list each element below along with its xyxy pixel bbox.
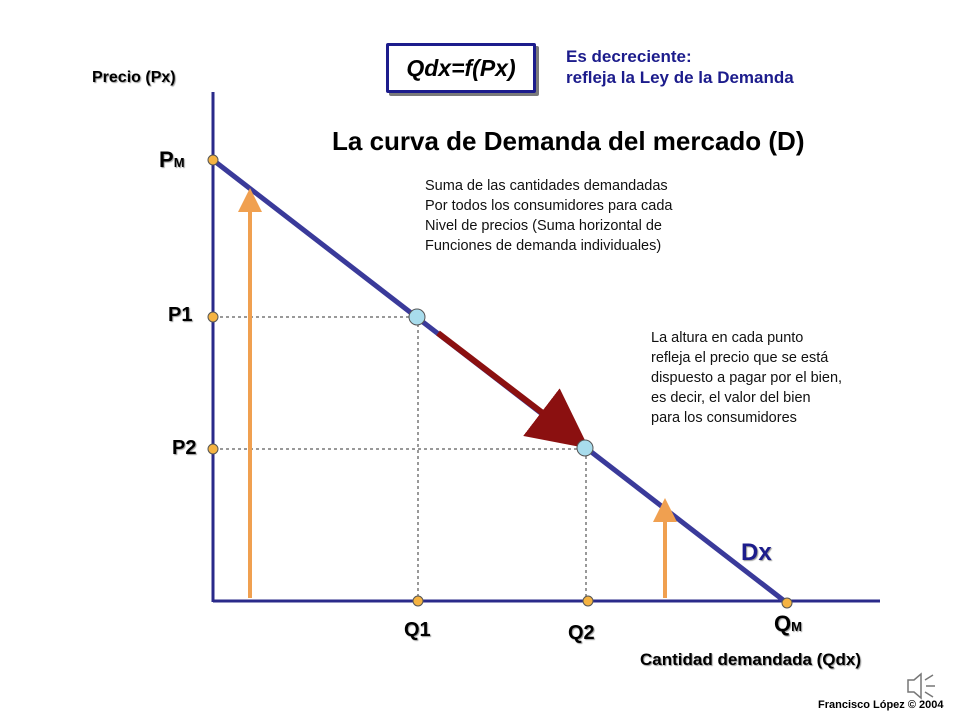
tick-label-q1: Q1 [404, 619, 431, 641]
tick-label-pm-sub: M [173, 155, 185, 170]
tick-label-pm: PM [159, 147, 185, 173]
dot-pm [207, 154, 219, 166]
note-decreasing-line1: Es decreciente: [566, 47, 692, 66]
speaker-icon[interactable] [907, 672, 935, 700]
note-height-line: es decir, el valor del bien [651, 390, 811, 406]
tick-label-qm: QM [774, 611, 802, 637]
curve-point-1 [408, 308, 426, 326]
tick-label-p2: P2 [172, 437, 197, 459]
formula-box: Qdx=f(Px) [386, 43, 536, 93]
note-sum-line: Nivel de precios (Suma horizontal de [425, 218, 662, 234]
tick-label-p1: P1 [168, 304, 193, 326]
curve-point-2 [576, 439, 594, 457]
formula-text: Qdx=f(Px) [406, 54, 516, 81]
movement-arrow [436, 330, 590, 449]
note-height-line: para los consumidores [651, 410, 797, 426]
tick-label-qm-main: Q [774, 611, 792, 636]
note-sum-line: Por todos los consumidores para cada [425, 198, 673, 214]
note-decreasing: Es decreciente: refleja la Ley de la Dem… [566, 46, 794, 88]
note-height-line: dispuesto a pagar por el bien, [651, 370, 843, 386]
dot-q1 [412, 595, 424, 607]
dot-qm [781, 597, 793, 609]
note-decreasing-line2: refleja la Ley de la Demanda [566, 68, 794, 87]
tick-label-q2: Q2 [568, 622, 595, 644]
dot-q2 [582, 595, 594, 607]
note-height: La altura en cada punto refleja el preci… [651, 328, 842, 428]
note-height-line: La altura en cada punto [651, 330, 804, 346]
curve-label-dx: Dx [741, 539, 772, 566]
x-axis-label: Cantidad demandada (Qdx) [640, 650, 862, 669]
note-sum-line: Funciones de demanda individuales) [425, 238, 662, 254]
page-title: La curva de Demanda del mercado (D) [332, 126, 805, 156]
dot-p2 [207, 443, 219, 455]
note-height-line: refleja el precio que se está [651, 350, 829, 366]
tick-label-pm-main: P [159, 147, 174, 172]
credit: Francisco López © 2004 [818, 699, 944, 711]
dot-p1 [207, 311, 219, 323]
note-sum: Suma de las cantidades demandadas Por to… [425, 176, 672, 256]
tick-label-qm-sub: M [791, 619, 802, 634]
note-sum-line: Suma de las cantidades demandadas [425, 178, 668, 194]
y-axis-label: Precio (Px) [92, 69, 176, 86]
